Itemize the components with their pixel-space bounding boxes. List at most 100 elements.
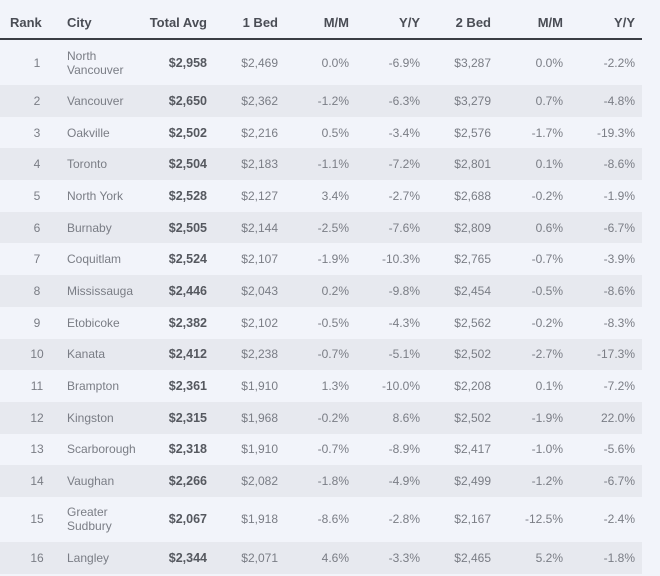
table-row: 9 Etobicoke $2,382 $2,102 -0.5% -4.3% $2,562 -0… xyxy=(0,307,642,339)
cell-one-bed-mm: -0.2% xyxy=(317,410,349,425)
table-row: 5 North York $2,528 $2,127 3.4% -2.7% $2,688 -0… xyxy=(0,180,642,212)
cell-one-bed: $1,968 xyxy=(241,410,278,425)
table-header: Rank City Total Avg 1 Bed M/M Y/Y 2 Bed … xyxy=(0,0,642,40)
cell-total-avg: $2,382 xyxy=(168,315,207,330)
cell-total-avg: $2,361 xyxy=(168,379,207,394)
cell-two-bed: $2,688 xyxy=(454,188,491,203)
cell-total-avg: $2,446 xyxy=(168,283,207,298)
cell-one-bed-yy: 8.6% xyxy=(392,410,420,425)
cell-city: Mississauga xyxy=(67,283,134,298)
cell-total-avg: $2,266 xyxy=(168,474,207,489)
cell-one-bed-mm: 0.5% xyxy=(321,125,349,140)
cell-one-bed: $2,127 xyxy=(241,188,278,203)
cell-total-avg: $2,524 xyxy=(168,252,207,267)
cell-one-bed-yy: -2.8% xyxy=(388,512,420,527)
cell-city: Toronto xyxy=(67,157,108,172)
cell-one-bed-mm: 0.2% xyxy=(321,283,349,298)
cell-one-bed: $2,469 xyxy=(241,55,278,70)
cell-two-bed-yy: -17.3% xyxy=(596,347,635,362)
cell-rank: 5 xyxy=(33,188,41,203)
cell-rank: 1 xyxy=(33,55,41,70)
cell-one-bed-yy: -10.0% xyxy=(381,379,420,394)
cell-city: North York xyxy=(67,188,124,203)
cell-two-bed-mm: -1.0% xyxy=(531,442,563,457)
cell-one-bed: $2,043 xyxy=(241,283,278,298)
cell-total-avg: $2,505 xyxy=(168,220,207,235)
cell-one-bed-mm: -0.5% xyxy=(317,315,349,330)
header-2-bed-mm: M/M xyxy=(537,15,563,30)
table-row: 4 Toronto $2,504 $2,183 -1.1% -7.2% $2,801 0.1%… xyxy=(0,148,642,181)
cell-two-bed-mm: -1.2% xyxy=(531,474,563,489)
cell-one-bed-mm: 0.0% xyxy=(321,55,349,70)
cell-one-bed: $1,910 xyxy=(241,379,278,394)
cell-rank: 13 xyxy=(30,442,44,457)
cell-city: Scarborough xyxy=(67,442,136,457)
cell-rank: 3 xyxy=(33,125,41,140)
cell-two-bed-yy: -6.7% xyxy=(603,474,635,489)
cell-two-bed-mm: -2.7% xyxy=(531,347,563,362)
cell-total-avg: $2,650 xyxy=(168,93,207,108)
cell-city: Coquitlam xyxy=(67,252,122,267)
cell-two-bed-mm: -0.5% xyxy=(531,283,563,298)
header-1-bed-mm: M/M xyxy=(323,15,349,30)
cell-rank: 16 xyxy=(30,550,44,565)
cell-one-bed-yy: -7.6% xyxy=(388,220,420,235)
cell-two-bed-mm: -1.9% xyxy=(531,410,563,425)
cell-two-bed: $2,562 xyxy=(454,315,491,330)
cell-rank: 9 xyxy=(33,315,41,330)
cell-total-avg: $2,504 xyxy=(168,157,207,172)
cell-two-bed-yy: -8.6% xyxy=(603,283,635,298)
cell-two-bed: $2,502 xyxy=(454,347,491,362)
cell-city: Kanata xyxy=(67,347,106,362)
table-row: 14 Vaughan $2,266 $2,082 -1.8% -4.9% $2,499 -1.… xyxy=(0,465,642,497)
cell-two-bed-mm: -12.5% xyxy=(524,512,563,527)
cell-two-bed: $2,167 xyxy=(454,512,491,527)
header-city: City xyxy=(67,15,92,30)
cell-two-bed: $3,287 xyxy=(454,55,491,70)
cell-one-bed-yy: -6.3% xyxy=(388,93,420,108)
header-rank: Rank xyxy=(10,15,42,30)
cell-one-bed-mm: -1.2% xyxy=(317,93,349,108)
cell-city: Oakville xyxy=(67,125,110,140)
cell-city: Vaughan xyxy=(67,474,115,489)
cell-city: Vancouver xyxy=(67,93,124,108)
cell-one-bed-yy: -6.9% xyxy=(388,55,420,70)
cell-city: Greater Sudbury xyxy=(67,505,112,534)
cell-total-avg: $2,315 xyxy=(168,410,207,425)
cell-two-bed: $2,454 xyxy=(454,283,491,298)
cell-two-bed-yy: -2.2% xyxy=(603,55,635,70)
cell-two-bed-yy: -6.7% xyxy=(603,220,635,235)
cell-city: Brampton xyxy=(67,379,120,394)
cell-one-bed: $2,102 xyxy=(241,315,278,330)
cell-city: Burnaby xyxy=(67,220,112,235)
cell-total-avg: $2,412 xyxy=(168,347,207,362)
cell-one-bed-yy: -10.3% xyxy=(381,252,420,267)
cell-total-avg: $2,528 xyxy=(168,188,207,203)
cell-rank: 10 xyxy=(30,347,44,362)
cell-one-bed-yy: -5.1% xyxy=(388,347,420,362)
cell-two-bed-yy: -5.6% xyxy=(603,442,635,457)
cell-one-bed: $2,362 xyxy=(241,93,278,108)
cell-one-bed: $1,918 xyxy=(241,512,278,527)
cell-two-bed-mm: 0.7% xyxy=(535,93,563,108)
table-row: 11 Brampton $2,361 $1,910 1.3% -10.0% $2,208 0.… xyxy=(0,370,642,402)
cell-one-bed-yy: -4.9% xyxy=(388,474,420,489)
cell-two-bed-mm: 0.1% xyxy=(535,379,563,394)
cell-one-bed-mm: 3.4% xyxy=(321,188,349,203)
header-2-bed-yy: Y/Y xyxy=(614,15,635,30)
cell-one-bed: $2,144 xyxy=(241,220,278,235)
cell-two-bed-mm: -0.2% xyxy=(531,315,563,330)
cell-rank: 15 xyxy=(30,512,44,527)
cell-city: Langley xyxy=(67,550,110,565)
cell-one-bed-yy: -4.3% xyxy=(388,315,420,330)
cell-two-bed-mm: 5.2% xyxy=(535,550,563,565)
header-total-avg: Total Avg xyxy=(149,15,207,30)
table-row: 3 Oakville $2,502 $2,216 0.5% -3.4% $2,576 -1.7… xyxy=(0,117,642,149)
cell-city: North Vancouver xyxy=(67,48,124,77)
table-row: 10 Kanata $2,412 $2,238 -0.7% -5.1% $2,502 -2.7… xyxy=(0,338,642,371)
cell-two-bed: $2,208 xyxy=(454,379,491,394)
table-row: 2 Vancouver $2,650 $2,362 -1.2% -6.3% $3,279 0.… xyxy=(0,85,642,117)
table-row: 7 Coquitlam $2,524 $2,107 -1.9% -10.3% $2,765 -… xyxy=(0,243,642,275)
cell-rank: 8 xyxy=(33,283,41,298)
header-2-bed: 2 Bed xyxy=(455,15,491,30)
